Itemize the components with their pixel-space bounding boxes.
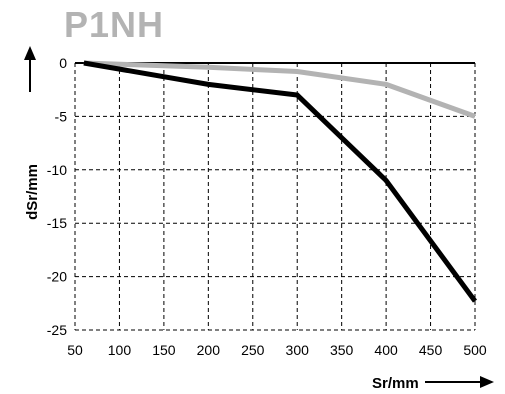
- x-tick-label: 50: [67, 342, 83, 358]
- y-axis-arrow-head: [24, 46, 36, 60]
- series-line: [83, 60, 478, 303]
- y-axis-ticks: 0 -5 -10 -15 -20 -25: [47, 55, 67, 338]
- x-tick-label: 350: [330, 342, 354, 358]
- grid: [75, 63, 475, 330]
- y-tick-label: -10: [47, 162, 67, 178]
- y-tick-label: -20: [47, 269, 67, 285]
- series-line: [83, 60, 476, 119]
- x-axis-ticks: 50 100 150 200 250 300 350 400 450 500: [67, 342, 487, 358]
- y-axis-label: dSr/mm: [24, 164, 41, 220]
- x-axis-label: Sr/mm: [372, 375, 419, 392]
- x-axis-title: Sr/mm: [372, 375, 494, 392]
- x-tick-label: 300: [286, 342, 310, 358]
- x-tick-label: 450: [419, 342, 443, 358]
- x-tick-label: 500: [463, 342, 487, 358]
- chart-title: P1NH: [64, 4, 165, 45]
- x-tick-label: 200: [197, 342, 221, 358]
- x-tick-label: 150: [152, 342, 176, 358]
- y-tick-label: -15: [47, 215, 67, 231]
- y-tick-label: -5: [55, 108, 68, 124]
- series-group: [83, 60, 478, 303]
- y-axis-title: dSr/mm: [24, 46, 41, 220]
- x-axis-arrow-head: [480, 376, 494, 388]
- x-tick-label: 100: [108, 342, 132, 358]
- plot-frame: [74, 62, 476, 331]
- y-tick-label: -25: [47, 322, 67, 338]
- x-tick-label: 250: [241, 342, 265, 358]
- x-tick-label: 400: [374, 342, 398, 358]
- y-tick-label: 0: [59, 55, 67, 71]
